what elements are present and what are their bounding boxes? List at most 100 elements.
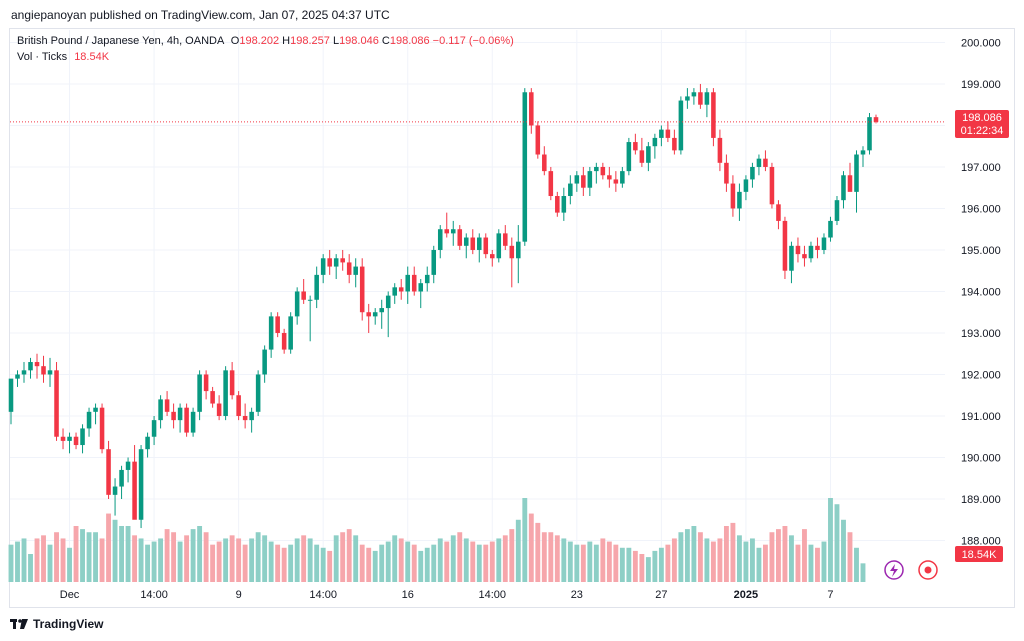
volume-bar <box>314 544 320 582</box>
volume-bar <box>275 544 281 582</box>
low-label: L <box>332 35 340 47</box>
volume-bar <box>535 522 541 582</box>
y-tick-label: 192.000 <box>961 369 1001 381</box>
candle <box>99 403 105 454</box>
volume-bar <box>802 529 807 582</box>
volume-bar <box>216 541 222 582</box>
candle <box>398 279 404 300</box>
candle <box>125 457 131 483</box>
volume-bar <box>41 535 46 582</box>
volume-bar <box>288 544 294 582</box>
volume-bar <box>60 538 66 582</box>
volume-bar <box>392 535 398 582</box>
candle <box>867 113 872 155</box>
candle <box>236 391 241 421</box>
y-tick-label: 189.000 <box>961 494 1001 506</box>
volume-bar <box>54 532 59 582</box>
candle <box>698 83 703 109</box>
candle <box>47 357 53 387</box>
record-icon[interactable] <box>918 560 938 580</box>
candle <box>730 175 736 217</box>
volume-badge-label: 18.54K <box>962 549 998 561</box>
candle <box>652 133 658 159</box>
open-label: O <box>230 35 240 47</box>
candle <box>405 266 411 304</box>
candle <box>372 308 378 325</box>
candle <box>581 166 586 197</box>
candle <box>171 403 176 429</box>
volume-bar <box>749 538 755 582</box>
volume-bar <box>645 557 651 582</box>
candle <box>665 121 671 143</box>
candle <box>255 370 261 416</box>
volume-bar <box>678 532 684 582</box>
volume-bar <box>138 538 144 582</box>
tradingview-footer[interactable]: TradingView <box>10 617 103 631</box>
volume-bar <box>847 532 853 582</box>
candle <box>769 162 775 209</box>
candle <box>841 171 846 209</box>
volume-bar <box>684 529 690 582</box>
candle <box>600 162 606 180</box>
volume-bar <box>541 532 547 582</box>
volume-bar <box>405 541 411 582</box>
candle <box>815 237 820 259</box>
candle <box>873 114 879 124</box>
volume-bar <box>301 535 307 582</box>
x-tick-label: 16 <box>402 589 414 601</box>
candle <box>750 162 755 188</box>
last-price-badge: 198.086 01:22:34 <box>955 110 1009 138</box>
volume-bar <box>795 544 801 582</box>
candle <box>763 150 768 172</box>
close-label: C <box>381 35 390 47</box>
volume-bar <box>710 541 716 582</box>
volume-bar <box>437 538 443 582</box>
candle <box>138 445 144 529</box>
volume-bar <box>841 519 846 582</box>
volume-bar <box>606 541 612 582</box>
volume-bar <box>496 538 502 582</box>
candle <box>503 225 508 250</box>
volume-bar <box>164 529 170 582</box>
volume-bar <box>249 538 255 582</box>
candle <box>444 212 450 238</box>
time-axis: Dec 14:00 9 14:00 16 14:00 23 27 2025 7 <box>60 589 834 601</box>
volume-bar <box>340 532 346 582</box>
lightning-icon[interactable] <box>884 560 904 580</box>
candle <box>424 266 430 292</box>
candle <box>54 362 59 441</box>
candle <box>548 166 554 201</box>
published-caption: angiepanoyan published on TradingView.co… <box>11 8 390 22</box>
volume-bar <box>522 498 528 582</box>
candle <box>203 370 209 400</box>
candle <box>80 424 85 454</box>
candle <box>613 171 619 192</box>
volume-bar <box>15 541 20 582</box>
volume-bar <box>255 532 261 582</box>
candle <box>359 258 365 321</box>
candle <box>587 166 593 197</box>
candle <box>262 345 267 383</box>
countdown-label: 01:22:34 <box>961 125 1004 137</box>
candle <box>340 249 345 271</box>
candle <box>112 478 118 516</box>
candle <box>789 241 794 284</box>
volume-bar <box>476 544 482 582</box>
y-tick-label: 194.000 <box>961 286 1001 298</box>
volume-bar <box>132 535 138 582</box>
volume-bar <box>502 535 508 582</box>
x-tick-label: 2025 <box>734 589 758 601</box>
volume-bar <box>99 538 105 582</box>
chart-legend: British Pound / Japanese Yen, 4h, OANDA … <box>17 33 514 65</box>
chart-frame[interactable] <box>9 28 1015 608</box>
candle <box>119 465 124 499</box>
candle <box>854 150 859 213</box>
volume-bar <box>366 547 372 582</box>
candle <box>691 88 697 105</box>
candle <box>470 229 476 255</box>
volume-bar <box>463 538 469 582</box>
volume-bar <box>424 547 430 582</box>
candle <box>672 129 677 155</box>
volume-bar <box>353 535 359 582</box>
